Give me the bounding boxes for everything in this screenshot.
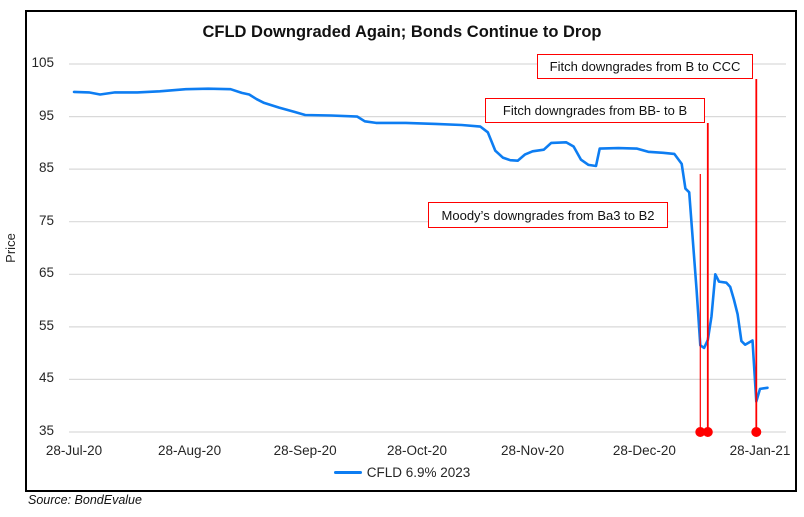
price-series-line	[72, 87, 769, 403]
x-tick-label: 28-Aug-20	[158, 443, 222, 458]
legend-line-icon	[333, 470, 362, 474]
annotation-box: Fitch downgrades from B to CCC	[537, 54, 753, 79]
x-tick-label: 28-Dec-20	[612, 443, 676, 458]
annotation-box: Moody’s downgrades from Ba3 to B2	[428, 202, 668, 228]
x-tick-label: 28-Jul-20	[45, 443, 103, 458]
y-axis-title: Price	[3, 233, 18, 263]
y-tick-label: 55	[38, 317, 54, 333]
y-tick-label: 65	[38, 265, 54, 281]
y-tick-label: 45	[38, 370, 54, 386]
source-note: Source: BondEvalue	[28, 493, 142, 507]
y-tick-label: 75	[38, 212, 54, 228]
y-tick-label: 85	[38, 160, 54, 176]
legend-label: CFLD 6.9% 2023	[366, 464, 471, 480]
x-tick-label: 28-Nov-20	[501, 443, 565, 458]
y-tick-label: 35	[38, 423, 54, 438]
legend: CFLD 6.9% 2023	[0, 462, 804, 482]
x-tick-label: 28-Oct-20	[386, 443, 448, 458]
x-tick-label: 28-Jan-21	[729, 443, 791, 458]
event-marker-dot	[751, 427, 762, 437]
chart-title: CFLD Downgraded Again; Bonds Continue to…	[202, 23, 602, 41]
event-marker-dot	[695, 427, 706, 437]
annotation-box: Fitch downgrades from BB- to B	[485, 98, 705, 123]
price-series	[72, 87, 769, 403]
event-markers	[695, 79, 762, 437]
y-tick-label: 105	[31, 55, 54, 70]
event-marker-dot	[702, 427, 713, 437]
y-tick-label: 95	[38, 107, 54, 123]
x-tick-label: 28-Sep-20	[273, 443, 337, 458]
